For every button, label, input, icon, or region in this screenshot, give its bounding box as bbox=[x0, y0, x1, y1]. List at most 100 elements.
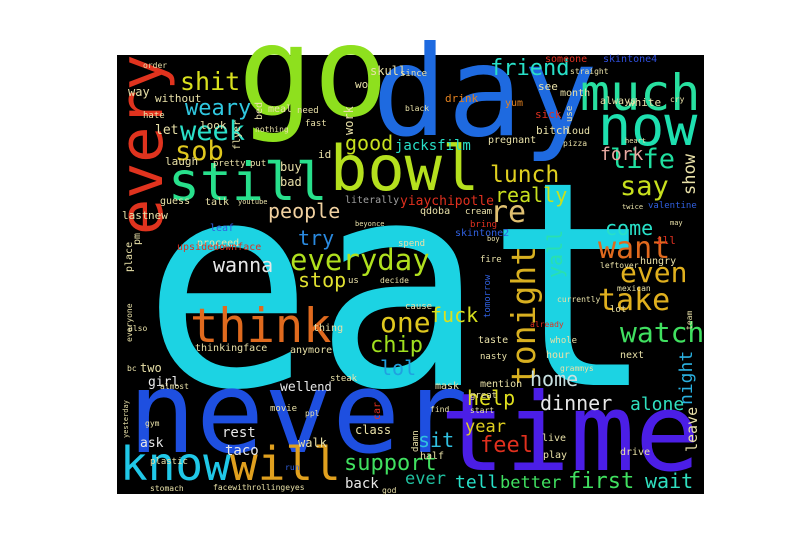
word: life bbox=[610, 144, 675, 175]
word: know bbox=[120, 437, 231, 491]
word: good bbox=[345, 131, 393, 155]
word: twice bbox=[622, 203, 643, 211]
word: plastic bbox=[150, 457, 188, 467]
word: people bbox=[268, 199, 340, 223]
word: meal bbox=[268, 104, 292, 115]
word: lunch bbox=[490, 162, 559, 188]
word: girl bbox=[148, 375, 179, 390]
word: order bbox=[143, 61, 167, 70]
word: come bbox=[605, 216, 653, 240]
word: cry bbox=[670, 95, 685, 104]
word: never bbox=[128, 347, 468, 479]
word: gym bbox=[145, 419, 160, 428]
word: hour bbox=[546, 350, 570, 361]
word: everyday bbox=[290, 243, 430, 277]
word: us bbox=[348, 276, 359, 286]
word: guess bbox=[160, 196, 190, 207]
word: now bbox=[598, 94, 698, 158]
word: ppl bbox=[305, 409, 320, 418]
word: beyonce bbox=[355, 220, 385, 228]
word: currently bbox=[557, 295, 601, 304]
word: anymore bbox=[290, 345, 332, 356]
word: ever bbox=[405, 469, 446, 489]
word: nasty bbox=[480, 352, 508, 362]
word: half bbox=[420, 451, 444, 462]
word: better bbox=[500, 473, 561, 493]
word: fast bbox=[305, 119, 327, 129]
word: great bbox=[470, 391, 497, 401]
word: always bbox=[600, 96, 636, 107]
word: stomach bbox=[150, 484, 184, 493]
word: sob bbox=[175, 136, 224, 167]
word: weary bbox=[185, 96, 251, 121]
word: dinner bbox=[540, 391, 612, 415]
word: bitch bbox=[536, 124, 569, 137]
word: skintone2 bbox=[455, 228, 509, 239]
word: decide bbox=[380, 276, 409, 285]
word: use bbox=[565, 106, 575, 122]
word: tell bbox=[455, 472, 498, 493]
word: team bbox=[685, 311, 694, 330]
cloud-background bbox=[117, 55, 704, 494]
word: eat bbox=[142, 121, 657, 453]
word: think bbox=[190, 299, 331, 354]
word: tonight bbox=[504, 246, 543, 385]
word: see bbox=[538, 80, 558, 93]
word: ask bbox=[140, 436, 164, 451]
word: still bbox=[168, 152, 328, 213]
word: live bbox=[542, 433, 566, 444]
word: mexican bbox=[617, 284, 651, 293]
word: alone bbox=[630, 394, 684, 415]
word: car bbox=[372, 402, 383, 420]
word: lol bbox=[380, 356, 416, 380]
word: almost bbox=[160, 382, 189, 391]
word: well bbox=[280, 380, 311, 395]
word: heart bbox=[625, 137, 646, 145]
word: without bbox=[155, 92, 201, 105]
word: bed bbox=[254, 102, 265, 120]
word: new bbox=[148, 209, 168, 222]
word: sit bbox=[418, 428, 454, 452]
word: find bbox=[430, 405, 449, 414]
word: thing bbox=[313, 323, 343, 334]
word: whole bbox=[550, 336, 577, 346]
word: tomorrow bbox=[483, 274, 493, 318]
word: walk bbox=[298, 436, 328, 450]
word: leftover bbox=[600, 261, 639, 270]
word: bc bbox=[127, 364, 137, 373]
word: last bbox=[122, 209, 149, 222]
word: hungry bbox=[640, 256, 676, 267]
word: taste bbox=[478, 335, 508, 346]
word: wanna bbox=[213, 253, 273, 277]
word: bad bbox=[280, 175, 302, 189]
word: drink bbox=[445, 92, 478, 105]
word: black bbox=[405, 104, 429, 113]
word: support bbox=[344, 451, 437, 476]
word: will bbox=[230, 437, 341, 491]
word: valentine bbox=[648, 201, 697, 211]
word: play bbox=[543, 450, 567, 461]
word: yall bbox=[543, 230, 567, 278]
word: take bbox=[598, 283, 670, 318]
word: pretty bbox=[213, 159, 246, 169]
word: literally bbox=[345, 195, 399, 206]
word: yum bbox=[505, 98, 523, 109]
word: skull bbox=[370, 64, 406, 78]
word: really bbox=[495, 183, 567, 207]
word: start bbox=[470, 406, 494, 415]
word: work bbox=[342, 105, 356, 135]
word: mention bbox=[480, 379, 522, 390]
word: proceed bbox=[197, 238, 239, 249]
word: bowl bbox=[330, 132, 479, 205]
word: re bbox=[490, 195, 526, 230]
word: everyone bbox=[125, 303, 134, 342]
word: night bbox=[676, 351, 697, 405]
word: fuck bbox=[430, 303, 478, 327]
word: much bbox=[580, 64, 700, 122]
word: feel bbox=[480, 433, 533, 458]
word: want bbox=[598, 231, 670, 266]
word: hate bbox=[143, 111, 165, 121]
word: loud bbox=[566, 126, 590, 137]
